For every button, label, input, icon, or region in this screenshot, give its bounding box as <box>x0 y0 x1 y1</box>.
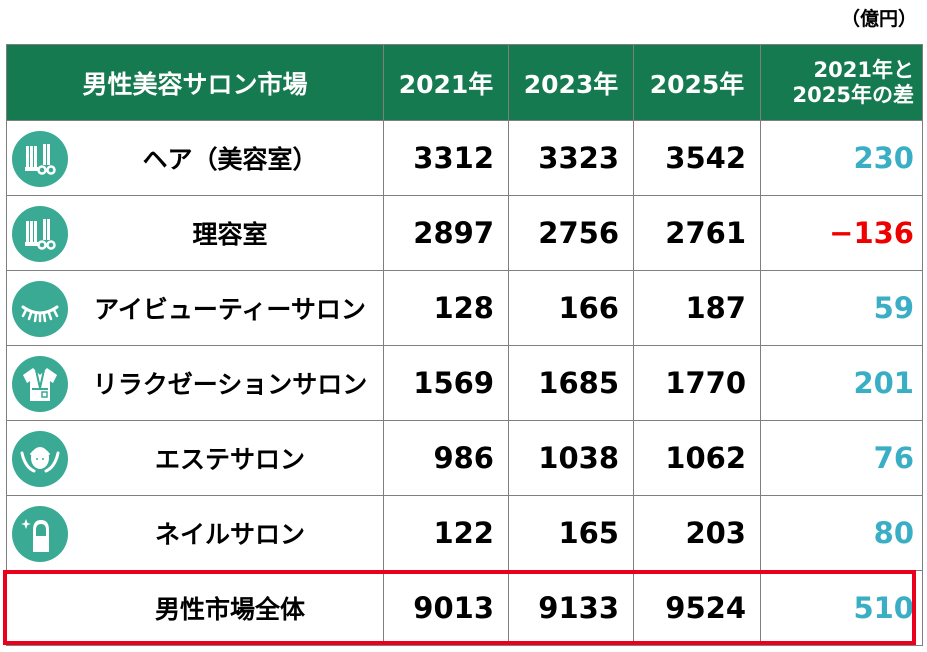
category-name: ヘア（美容室） <box>142 145 318 174</box>
total-2023: 9133 <box>508 570 634 646</box>
total-row: 男性市場全体 9013 9133 9524 510 <box>6 570 923 646</box>
category-cell: 理容室 <box>6 195 384 271</box>
header-difference-line1: 2021年と <box>813 57 914 82</box>
unit-label: （億円） <box>840 8 917 30</box>
value-2021: 1569 <box>383 345 509 421</box>
category-cell: ネイルサロン <box>6 495 384 571</box>
category-cell: アイビューティーサロン <box>6 270 384 346</box>
category-name: エステサロン <box>154 445 305 474</box>
value-2023: 2756 <box>508 195 634 271</box>
header-category: 男性美容サロン市場 <box>6 44 384 121</box>
category-name: ネイルサロン <box>154 520 305 549</box>
header-2023: 2023年 <box>508 44 634 121</box>
value-difference: −136 <box>760 195 923 271</box>
table-row: エステサロン 986 1038 1062 76 <box>6 420 923 496</box>
comb-scissors-icon <box>12 206 68 262</box>
value-2025: 2761 <box>633 195 761 271</box>
value-difference: 201 <box>760 345 923 421</box>
market-table: 男性美容サロン市場 2021年 2023年 2025年 2021年と 2025年の… <box>6 44 923 646</box>
value-2025: 1770 <box>633 345 761 421</box>
value-2021: 122 <box>383 495 509 571</box>
value-2021: 986 <box>383 420 509 496</box>
value-2021: 3312 <box>383 120 509 196</box>
value-2021: 2897 <box>383 195 509 271</box>
comb-scissors-icon <box>12 131 68 187</box>
value-difference: 59 <box>760 270 923 346</box>
eyelash-icon <box>12 281 68 337</box>
table-row: 理容室 2897 2756 2761 −136 <box>6 195 923 271</box>
value-2023: 1038 <box>508 420 634 496</box>
header-difference: 2021年と 2025年の差 <box>760 44 923 121</box>
total-category-cell: 男性市場全体 <box>6 570 384 646</box>
total-2025: 9524 <box>633 570 761 646</box>
face-care-icon <box>12 431 68 487</box>
category-cell: ヘア（美容室） <box>6 120 384 196</box>
table-row: ネイルサロン 122 165 203 80 <box>6 495 923 571</box>
category-name: リラクゼーションサロン <box>92 370 368 399</box>
value-2025: 3542 <box>633 120 761 196</box>
value-2023: 1685 <box>508 345 634 421</box>
category-cell: リラクゼーションサロン <box>6 345 384 421</box>
value-2021: 128 <box>383 270 509 346</box>
table-row: アイビューティーサロン 128 166 187 59 <box>6 270 923 346</box>
header-2021: 2021年 <box>383 44 509 121</box>
value-2023: 165 <box>508 495 634 571</box>
table-row: ヘア（美容室） 3312 3323 3542 230 <box>6 120 923 196</box>
header-row: 男性美容サロン市場 2021年 2023年 2025年 2021年と 2025年の… <box>6 44 923 121</box>
value-2025: 1062 <box>633 420 761 496</box>
nail-sparkle-icon <box>12 506 68 562</box>
value-difference: 76 <box>760 420 923 496</box>
value-2023: 166 <box>508 270 634 346</box>
total-difference: 510 <box>760 570 923 646</box>
value-2023: 3323 <box>508 120 634 196</box>
header-2025: 2025年 <box>633 44 761 121</box>
category-name: 理容室 <box>192 220 268 249</box>
value-2025: 187 <box>633 270 761 346</box>
total-2021: 9013 <box>383 570 509 646</box>
bathrobe-icon <box>12 356 68 412</box>
value-2025: 203 <box>633 495 761 571</box>
table-row: リラクゼーションサロン 1569 1685 1770 201 <box>6 345 923 421</box>
category-cell: エステサロン <box>6 420 384 496</box>
header-difference-line2: 2025年の差 <box>792 82 914 107</box>
value-difference: 80 <box>760 495 923 571</box>
category-name: アイビューティーサロン <box>94 295 366 324</box>
value-difference: 230 <box>760 120 923 196</box>
total-name: 男性市場全体 <box>154 595 305 624</box>
